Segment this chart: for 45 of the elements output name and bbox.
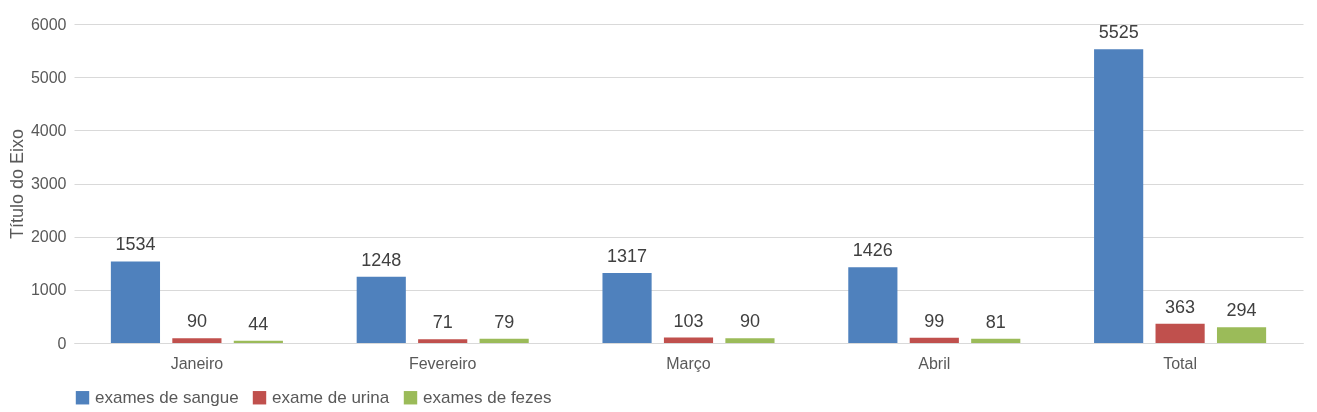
data-label: 1426 [852,240,893,261]
bar [1155,323,1205,343]
y-tick-label: 3000 [30,175,67,192]
data-label: 81 [985,311,1006,332]
y-tick-label: 0 [57,334,67,352]
y-tick-label: 5000 [30,68,67,86]
data-label: 5525 [1098,22,1139,43]
data-label: 1317 [607,245,648,266]
bar [725,338,775,343]
bar [663,337,714,343]
x-tick-label: Fevereiro [408,354,477,372]
y-tick-label: 4000 [30,121,67,139]
bar [848,267,898,343]
bar [479,338,529,343]
y-tick-label: 2000 [30,228,67,246]
bar [356,276,406,343]
legend-label: exames de sangue [95,387,239,407]
bar [909,337,959,343]
bar [602,272,652,343]
bar [172,338,222,343]
data-label: 1534 [115,234,156,255]
bar [1094,49,1144,343]
x-tick-label: Março [666,354,711,372]
x-tick-label: Total [1163,354,1197,372]
data-label: 294 [1226,300,1257,321]
data-label: 1248 [361,249,402,270]
legend-label: exames de fezes [423,387,552,407]
y-axis-title: Título do Eixo [6,128,27,240]
x-tick-label: Janeiro [170,354,224,372]
legend-label: exame de urina [272,387,390,407]
bar [418,339,468,343]
data-label: 79 [494,311,515,332]
data-label: 363 [1165,296,1196,317]
data-label: 71 [432,312,453,333]
data-label: 103 [673,310,704,331]
data-label: 99 [924,310,945,331]
bar [971,338,1021,343]
bar [1216,327,1267,343]
y-tick-label: 6000 [30,15,67,33]
data-label: 90 [739,311,760,332]
data-label: 90 [186,311,207,332]
x-tick-label: Abril [918,354,951,372]
data-label: 44 [248,313,269,334]
bar [110,261,161,343]
y-tick-label: 1000 [30,281,67,299]
